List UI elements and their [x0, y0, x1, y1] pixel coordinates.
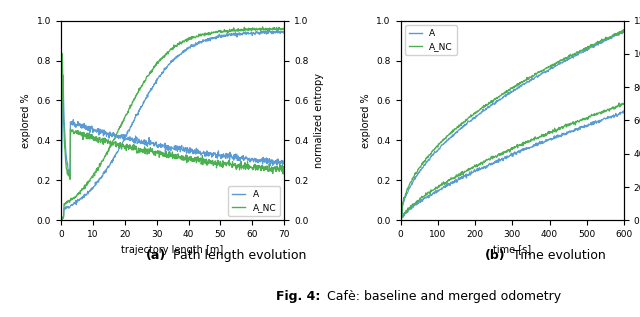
X-axis label: time [s]: time [s]	[493, 245, 531, 255]
Y-axis label: explored %: explored %	[21, 93, 31, 148]
Text: Path length evolution: Path length evolution	[170, 249, 307, 262]
Y-axis label: explored %: explored %	[361, 93, 371, 148]
Text: Time evolution: Time evolution	[509, 249, 606, 262]
Y-axis label: normalized entropy: normalized entropy	[314, 73, 324, 168]
Text: Fig. 4:: Fig. 4:	[276, 290, 320, 303]
Text: Cafè: baseline and merged odometry: Cafè: baseline and merged odometry	[323, 290, 561, 303]
Legend: A, A_NC: A, A_NC	[405, 25, 456, 55]
Text: (b): (b)	[485, 249, 506, 262]
X-axis label: trajectory length [m]: trajectory length [m]	[122, 245, 223, 255]
Legend: A, A_NC: A, A_NC	[228, 186, 280, 216]
Text: (a): (a)	[146, 249, 166, 262]
